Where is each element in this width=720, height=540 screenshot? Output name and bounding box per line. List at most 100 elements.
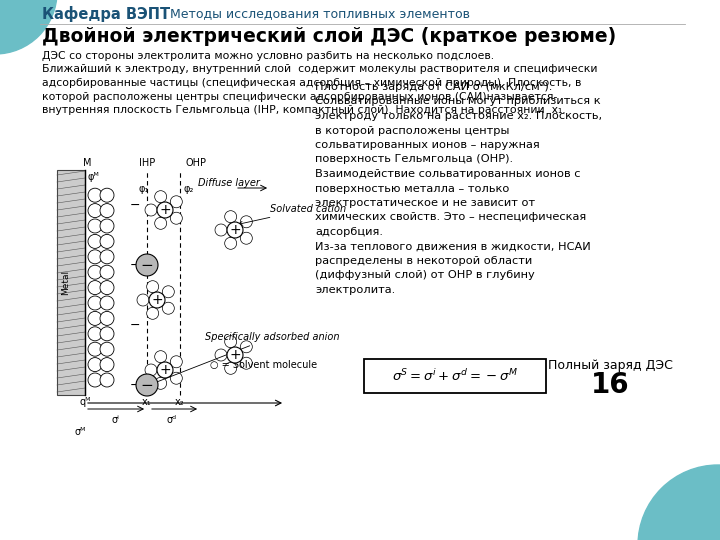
Text: Взаимодействие сольватированных ионов с: Взаимодействие сольватированных ионов с xyxy=(315,169,580,179)
Circle shape xyxy=(149,292,165,308)
Circle shape xyxy=(225,336,237,348)
Circle shape xyxy=(88,357,102,372)
Circle shape xyxy=(171,372,182,384)
Text: Плотность заряда от САИ σⁱ (мкКл/см²).: Плотность заряда от САИ σⁱ (мкКл/см²). xyxy=(315,82,552,92)
Circle shape xyxy=(88,234,102,248)
Text: −: − xyxy=(130,319,140,332)
Circle shape xyxy=(100,312,114,326)
Text: поверхность Гельмгольца (ОНР).: поверхность Гельмгольца (ОНР). xyxy=(315,154,513,165)
Circle shape xyxy=(227,222,243,238)
Circle shape xyxy=(88,250,102,264)
Text: +: + xyxy=(229,223,240,237)
Text: σⁱ: σⁱ xyxy=(112,415,120,425)
Text: сольватированных ионов – наружная: сольватированных ионов – наружная xyxy=(315,140,540,150)
Circle shape xyxy=(100,296,114,310)
Text: Сольватированные ионы могут приблизиться к: Сольватированные ионы могут приблизиться… xyxy=(315,97,600,106)
Circle shape xyxy=(137,294,149,306)
Text: $\sigma^S = \sigma^i + \sigma^d = -\sigma^M$: $\sigma^S = \sigma^i + \sigma^d = -\sigm… xyxy=(392,368,518,384)
Circle shape xyxy=(88,327,102,341)
Text: Полный заряд ДЭС: Полный заряд ДЭС xyxy=(548,359,672,372)
Text: Методы исследования топливных элементов: Методы исследования топливных элементов xyxy=(170,8,470,21)
Circle shape xyxy=(240,216,252,228)
Text: (диффузный слой) от ОНР в глубину: (диффузный слой) от ОНР в глубину xyxy=(315,271,535,280)
Text: поверхностью металла – только: поверхностью металла – только xyxy=(315,184,509,193)
Circle shape xyxy=(157,202,173,218)
Text: +: + xyxy=(159,203,171,217)
Text: −: − xyxy=(130,259,140,272)
Circle shape xyxy=(100,204,114,218)
Circle shape xyxy=(240,232,252,244)
Text: +: + xyxy=(229,348,240,362)
Circle shape xyxy=(147,307,158,319)
Text: ДЭС со стороны электролита можно условно разбить на несколько подслоев.: ДЭС со стороны электролита можно условно… xyxy=(42,51,494,61)
Circle shape xyxy=(215,224,227,236)
Circle shape xyxy=(100,265,114,279)
Text: IHP: IHP xyxy=(139,158,155,168)
Circle shape xyxy=(215,349,227,361)
Circle shape xyxy=(100,281,114,295)
Text: φ₂: φ₂ xyxy=(183,184,194,194)
Circle shape xyxy=(225,237,237,249)
Circle shape xyxy=(88,219,102,233)
Text: Diffuse layer: Diffuse layer xyxy=(198,178,260,188)
Circle shape xyxy=(88,188,102,202)
Circle shape xyxy=(155,217,166,230)
Circle shape xyxy=(88,281,102,295)
Circle shape xyxy=(136,374,158,396)
Text: Из-за теплового движения в жидкости, НСАИ: Из-за теплового движения в жидкости, НСА… xyxy=(315,241,590,252)
Text: x₂: x₂ xyxy=(175,397,185,407)
Text: OHP: OHP xyxy=(185,158,206,168)
Circle shape xyxy=(171,212,182,224)
Text: электроду только на расстояние x₂. Плоскость,: электроду только на расстояние x₂. Плоск… xyxy=(315,111,602,121)
Text: −: − xyxy=(130,199,140,212)
Circle shape xyxy=(100,373,114,387)
Text: Solvated cation: Solvated cation xyxy=(238,204,346,225)
Text: которой расположены центры специфически адсорбированных ионов (САИ)называется-: которой расположены центры специфически … xyxy=(42,91,557,102)
Text: внутренняя плоскость Гельмгольца (IHP, компактный слой). Находится на расстоянии: внутренняя плоскость Гельмгольца (IHP, к… xyxy=(42,105,566,115)
Text: qᴹ: qᴹ xyxy=(79,397,91,407)
Text: химических свойств. Это – неспецифическая: химических свойств. Это – неспецифическа… xyxy=(315,213,586,222)
Text: Кафедра ВЭПТ: Кафедра ВЭПТ xyxy=(42,6,170,22)
Text: ○ = Solvent molecule: ○ = Solvent molecule xyxy=(210,360,317,370)
Circle shape xyxy=(100,342,114,356)
Circle shape xyxy=(100,250,114,264)
Text: −: − xyxy=(140,377,153,393)
Text: Specifically adsorbed anion: Specifically adsorbed anion xyxy=(153,332,340,384)
Text: электростатическое и не зависит от: электростатическое и не зависит от xyxy=(315,198,535,208)
Circle shape xyxy=(88,312,102,326)
Circle shape xyxy=(100,357,114,372)
Text: σᴹ: σᴹ xyxy=(74,427,86,437)
Text: −: − xyxy=(130,379,140,392)
Text: x₁: x₁ xyxy=(142,397,152,407)
Circle shape xyxy=(155,377,166,389)
Circle shape xyxy=(171,356,182,368)
Text: 16: 16 xyxy=(590,371,629,399)
Circle shape xyxy=(638,465,720,540)
Circle shape xyxy=(145,364,157,376)
Circle shape xyxy=(227,347,243,363)
Circle shape xyxy=(88,296,102,310)
Circle shape xyxy=(136,254,158,276)
Text: φ₁: φ₁ xyxy=(139,184,149,194)
Text: в которой расположены центры: в которой расположены центры xyxy=(315,125,510,136)
Circle shape xyxy=(100,188,114,202)
Circle shape xyxy=(100,219,114,233)
Circle shape xyxy=(88,373,102,387)
Circle shape xyxy=(240,341,252,353)
Circle shape xyxy=(0,0,57,54)
Text: −: − xyxy=(140,258,153,273)
Circle shape xyxy=(162,286,174,298)
Text: φᴹ: φᴹ xyxy=(88,172,100,182)
Text: адсорбированные частицы (специфическая адсорбция – химической природы). Плоскост: адсорбированные частицы (специфическая а… xyxy=(42,78,581,88)
Circle shape xyxy=(100,327,114,341)
Circle shape xyxy=(88,265,102,279)
Text: электролита.: электролита. xyxy=(315,285,395,295)
Circle shape xyxy=(155,350,166,363)
Text: адсорбция.: адсорбция. xyxy=(315,227,383,237)
Circle shape xyxy=(145,204,157,216)
Text: +: + xyxy=(159,363,171,377)
Circle shape xyxy=(155,191,166,202)
Circle shape xyxy=(162,302,174,314)
Circle shape xyxy=(100,234,114,248)
Text: распределены в некоторой области: распределены в некоторой области xyxy=(315,256,532,266)
